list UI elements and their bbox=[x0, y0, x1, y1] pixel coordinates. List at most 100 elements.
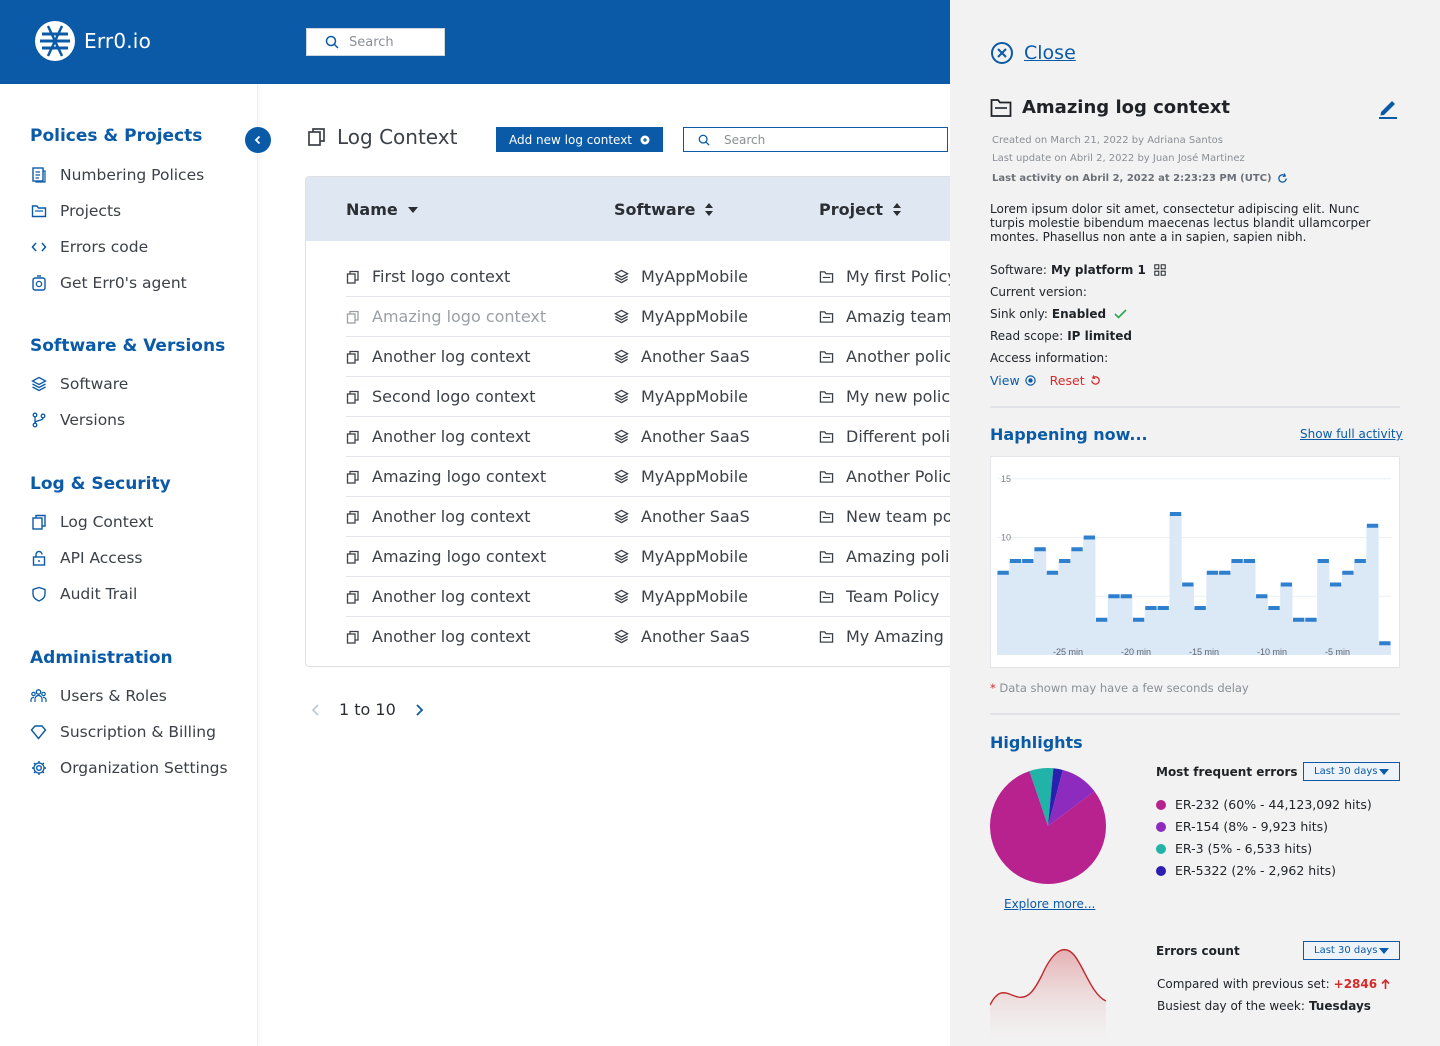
explore-more-link[interactable]: Explore more... bbox=[1004, 897, 1096, 911]
software-label: Software: bbox=[990, 263, 1047, 277]
cell-name: Another log context bbox=[346, 627, 531, 646]
activity-step bbox=[997, 570, 1009, 575]
cell-name: Second logo context bbox=[346, 387, 536, 406]
column-header-name[interactable]: Name bbox=[346, 200, 418, 219]
activity-step bbox=[1194, 606, 1206, 610]
cell-software-text: MyAppMobile bbox=[641, 307, 749, 326]
row-divider bbox=[346, 456, 964, 457]
highlights-title: Highlights bbox=[990, 733, 1083, 752]
table-row[interactable]: Another log context Another SaaS My Amazin… bbox=[306, 617, 964, 657]
activity-step bbox=[1009, 559, 1022, 563]
sidebar-item-projects[interactable]: Projects bbox=[30, 199, 121, 223]
table-row[interactable]: Another log context Another SaaS Different… bbox=[306, 417, 964, 457]
close-panel-button[interactable]: Close bbox=[990, 41, 1076, 65]
activity-step bbox=[1256, 594, 1268, 599]
table-row[interactable]: Amazing logo context MyAppMobile Amazig te… bbox=[306, 297, 964, 337]
row-divider bbox=[346, 536, 964, 537]
sidebar-item-software[interactable]: Software bbox=[30, 372, 128, 396]
table-row[interactable]: Second logo context MyAppMobile My new pol… bbox=[306, 377, 964, 417]
table-row[interactable]: Amazing logo context MyAppMobile Amazing p… bbox=[306, 537, 964, 577]
sort-desc-icon bbox=[407, 206, 418, 213]
errors-count-label: Errors count bbox=[1156, 944, 1240, 958]
pie-slice[interactable] bbox=[1048, 768, 1063, 826]
sidebar-item-audit-trail[interactable]: Audit Trail bbox=[30, 582, 137, 606]
errors-count-period-select[interactable]: Last 30 days bbox=[1303, 941, 1400, 960]
activity-step bbox=[1293, 617, 1305, 622]
cell-project-text: Amazing policy bbox=[846, 547, 965, 566]
sidebar-item-errors-code[interactable]: Errors code bbox=[30, 235, 148, 259]
collapse-sidebar-button[interactable] bbox=[245, 127, 271, 153]
section-title-polices: Polices & Projects bbox=[30, 126, 203, 146]
sidebar-item-get-agent[interactable]: Get Err0's agent bbox=[30, 271, 187, 295]
page-title: Log Context bbox=[307, 125, 457, 149]
sidebar-item-users-roles[interactable]: Users & Roles bbox=[30, 684, 167, 708]
chevron-left-icon[interactable] bbox=[311, 703, 321, 717]
layers-icon bbox=[614, 309, 629, 324]
cell-project: Different policy bbox=[819, 427, 964, 446]
legend-dot bbox=[1156, 843, 1166, 854]
brand-logo[interactable]: Err0.io bbox=[32, 18, 151, 64]
pie-slice[interactable] bbox=[990, 771, 1106, 884]
cell-software-text: MyAppMobile bbox=[641, 387, 749, 406]
sidebar-item-versions[interactable]: Versions bbox=[30, 408, 125, 432]
table-row[interactable]: Another log context Another SaaS Another p… bbox=[306, 337, 964, 377]
cell-software-text: MyAppMobile bbox=[641, 547, 749, 566]
log-context-search-input[interactable]: Search bbox=[683, 127, 948, 152]
cell-name-text: First logo context bbox=[372, 267, 511, 286]
last-activity-text: Last activity on Abril 2, 2022 at 2:23:2… bbox=[992, 173, 1272, 184]
cell-name-text: Another log context bbox=[372, 587, 531, 606]
top-search-input[interactable]: Search bbox=[306, 28, 445, 56]
add-log-context-button[interactable]: Add new log context bbox=[496, 127, 663, 152]
column-project-label: Project bbox=[819, 200, 884, 219]
activity-step bbox=[1022, 559, 1034, 563]
access-property: Access information: bbox=[990, 351, 1108, 365]
table-row[interactable]: Another log context Another SaaS New team … bbox=[306, 497, 964, 537]
current-version-label: Current version: bbox=[990, 285, 1087, 299]
frequent-errors-period-select[interactable]: Last 30 days bbox=[1303, 762, 1400, 781]
sidebar-item-numbering-polices[interactable]: Numbering Polices bbox=[30, 163, 204, 187]
frequent-errors-label: Most frequent errors bbox=[1156, 765, 1298, 779]
legend-label: ER-5322 (2% - 2,962 hits) bbox=[1175, 863, 1336, 878]
show-full-activity-link[interactable]: Show full activity bbox=[1300, 427, 1403, 441]
row-divider bbox=[346, 576, 964, 577]
folder-icon bbox=[819, 270, 834, 283]
cell-name-text: Another log context bbox=[372, 427, 531, 446]
view-link[interactable]: View bbox=[990, 373, 1036, 388]
period-value: Last 30 days bbox=[1314, 766, 1378, 777]
folder-icon bbox=[819, 550, 834, 563]
sidebar-item-label: Audit Trail bbox=[60, 585, 138, 603]
sidebar-item-log-context[interactable]: Log Context bbox=[30, 510, 153, 534]
reset-link[interactable]: Reset bbox=[1050, 373, 1101, 388]
row-divider bbox=[346, 296, 964, 297]
panel-title: Amazing log context bbox=[990, 97, 1230, 118]
table-row[interactable]: Another log context MyAppMobile Team Polic… bbox=[306, 577, 964, 617]
edit-button[interactable] bbox=[1378, 97, 1398, 123]
users-icon bbox=[30, 688, 47, 705]
table-row[interactable]: First logo context MyAppMobile My first Po… bbox=[306, 257, 964, 297]
search-icon bbox=[698, 134, 710, 146]
activity-step bbox=[1157, 606, 1169, 610]
layers-icon bbox=[614, 469, 629, 484]
sidebar-item-billing[interactable]: Suscription & Billing bbox=[30, 720, 216, 744]
sidebar-item-organization-settings[interactable]: Organization Settings bbox=[30, 756, 228, 780]
pie-slice[interactable] bbox=[1048, 769, 1095, 826]
cell-project: Another policy bbox=[819, 347, 962, 366]
chevron-right-icon[interactable] bbox=[414, 703, 424, 717]
layers-icon bbox=[614, 389, 629, 404]
activity-step bbox=[1280, 582, 1292, 587]
column-header-software[interactable]: Software bbox=[614, 200, 714, 219]
check-icon bbox=[1114, 309, 1127, 319]
sidebar-item-label: API Access bbox=[60, 549, 143, 567]
column-header-project[interactable]: Project bbox=[819, 200, 902, 219]
errors-pie-chart bbox=[990, 768, 1106, 884]
divider bbox=[990, 406, 1400, 408]
sidebar-item-api-access[interactable]: API Access bbox=[30, 546, 143, 570]
sparkline-svg bbox=[989, 948, 1107, 1040]
refresh-icon[interactable] bbox=[1277, 173, 1288, 184]
grid-icon[interactable] bbox=[1154, 264, 1166, 276]
table-row[interactable]: Amazing logo context MyAppMobile Another P… bbox=[306, 457, 964, 497]
page-title-text: Log Context bbox=[337, 125, 458, 149]
cell-software: Another SaaS bbox=[614, 427, 750, 446]
pie-slice[interactable] bbox=[1029, 768, 1054, 826]
cell-software: MyAppMobile bbox=[614, 307, 748, 326]
